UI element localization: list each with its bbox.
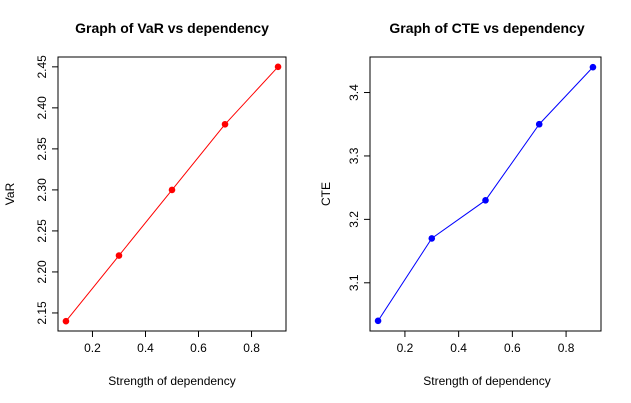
cte-y-tick-label: 3.1	[347, 274, 361, 291]
var-x-ticks: 0.2 0.4 0.6 0.8	[84, 330, 260, 355]
var-y-tick-label: 2.20	[35, 260, 49, 284]
var-series-line	[65, 66, 279, 322]
cte-x-tick-label: 0.6	[504, 341, 521, 355]
var-x-tick-label: 0.6	[190, 341, 207, 355]
var-data-point	[62, 317, 70, 325]
cte-series	[374, 63, 597, 325]
var-x-tick-label: 0.4	[137, 341, 154, 355]
var-x-tick-label: 0.2	[84, 341, 101, 355]
cte-y-tick-label: 3.4	[347, 84, 361, 101]
cte-data-point	[482, 197, 489, 204]
var-y-tick-label: 2.25	[35, 219, 49, 243]
cte-data-point	[428, 235, 436, 242]
cte-series-line	[377, 66, 594, 322]
var-y-tick-label: 2.45	[35, 55, 49, 79]
var-data-point	[274, 63, 282, 71]
var-plot-frame	[57, 56, 287, 332]
var-y-axis-label: VaR	[3, 182, 17, 205]
var-x-tick-label: 0.8	[243, 341, 260, 355]
cte-x-axis-label: Strength of dependency	[423, 374, 550, 388]
var-y-tick-label: 2.40	[35, 96, 49, 120]
var-data-point	[221, 120, 229, 128]
cte-x-tick-label: 0.2	[397, 341, 414, 355]
cte-y-ticks: 3.1 3.2 3.3 3.4	[347, 84, 371, 291]
cte-data-point	[374, 317, 382, 325]
cte-x-tick-label: 0.4	[450, 341, 467, 355]
var-data-point	[115, 252, 123, 259]
var-chart-title: Graph of VaR vs dependency	[75, 20, 269, 36]
var-data-point	[168, 186, 176, 194]
cte-x-ticks: 0.2 0.4 0.6 0.8	[397, 330, 575, 355]
cte-data-point	[535, 120, 543, 128]
cte-chart-title: Graph of CTE vs dependency	[389, 20, 584, 36]
cte-y-axis-label: CTE	[319, 182, 333, 206]
cte-x-tick-label: 0.8	[558, 341, 575, 355]
var-y-ticks: 2.15 2.20 2.25 2.30 2.35 2.40 2.45	[35, 55, 59, 325]
var-y-tick-label: 2.15	[35, 301, 49, 325]
cte-y-tick-label: 3.2	[347, 211, 361, 228]
var-y-tick-label: 2.30	[35, 178, 49, 202]
var-y-tick-label: 2.35	[35, 137, 49, 161]
var-x-axis-label: Strength of dependency	[108, 374, 235, 388]
cte-plot-frame	[369, 56, 602, 332]
cte-data-point	[589, 63, 597, 71]
var-panel: Graph of VaR vs dependency Strength of d…	[3, 20, 287, 388]
var-series	[62, 63, 282, 325]
cte-panel: Graph of CTE vs dependency Strength of d…	[319, 20, 602, 388]
cte-y-tick-label: 3.3	[347, 147, 361, 164]
